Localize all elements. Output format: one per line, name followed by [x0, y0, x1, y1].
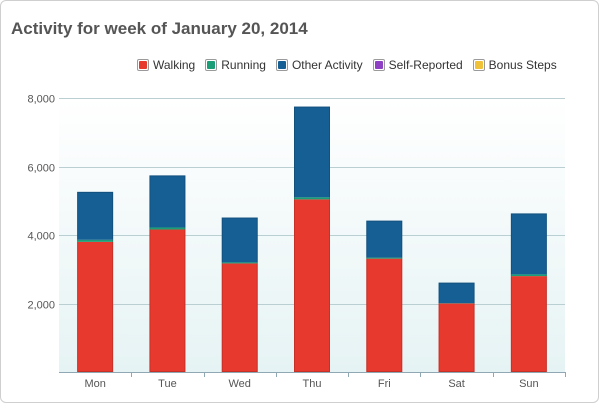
y-tick-label-4000: 4,000: [27, 231, 55, 243]
bar-thu-running: [294, 197, 330, 199]
bar-tue-other-activity: [149, 175, 185, 227]
bar-sun-running: [511, 274, 547, 276]
bar-mon-walking: [77, 242, 113, 372]
y-tick-label-6000: 6,000: [27, 163, 55, 175]
x-tick-label-sun: Sun: [519, 378, 539, 390]
x-tick-label-thu: Thu: [303, 378, 322, 390]
x-tick-label-wed: Wed: [229, 378, 251, 390]
bar-tue-running: [149, 227, 185, 229]
bar-tue-walking: [149, 230, 185, 372]
x-tick-label-sat: Sat: [448, 378, 465, 390]
bar-wed-running: [222, 262, 258, 263]
bar-sun-walking: [511, 276, 547, 372]
bar-sat-other-activity: [439, 283, 475, 304]
bar-wed-walking: [222, 263, 258, 372]
bar-fri-walking: [366, 259, 402, 372]
bar-thu-other-activity: [294, 107, 330, 198]
bar-fri-other-activity: [366, 221, 402, 258]
bar-mon-other-activity: [77, 192, 113, 240]
bar-fri-running: [366, 258, 402, 259]
x-tick-label-tue: Tue: [158, 378, 177, 390]
bar-wed-other-activity: [222, 218, 258, 263]
x-tick-label-fri: Fri: [378, 378, 391, 390]
bar-thu-walking: [294, 199, 330, 372]
bar-sat-walking: [439, 304, 475, 373]
y-tick-label-2000: 2,000: [27, 300, 55, 312]
x-tick-label-mon: Mon: [84, 378, 105, 390]
bar-sun-other-activity: [511, 213, 547, 274]
bar-mon-running: [77, 240, 113, 242]
y-tick-label-8000: 8,000: [27, 94, 55, 106]
